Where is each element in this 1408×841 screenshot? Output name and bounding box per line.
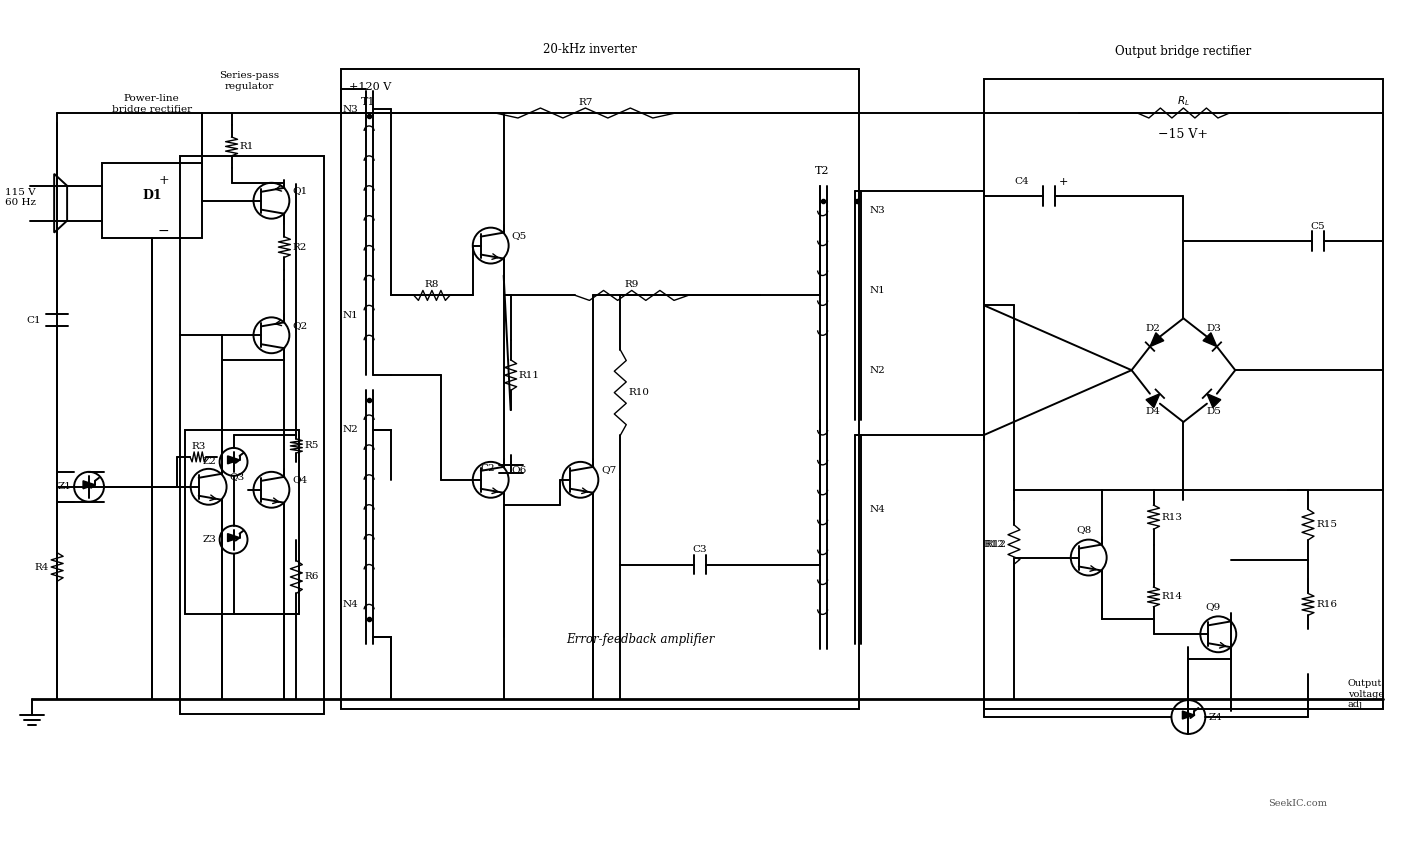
Text: Z2: Z2 [203,458,217,467]
Text: R8: R8 [425,280,439,289]
Text: R5: R5 [304,442,318,451]
Text: +120 V: +120 V [349,82,391,93]
Bar [184,430,300,615]
Text: Q6: Q6 [511,465,527,474]
Text: Q7: Q7 [601,465,617,474]
Polygon shape [1183,711,1194,719]
Text: D3: D3 [1207,324,1221,333]
Text: SeekIC.com: SeekIC.com [1269,799,1328,808]
Bar [984,79,1383,709]
Text: −: − [158,224,169,238]
Polygon shape [1150,333,1164,346]
Text: Z4: Z4 [1208,712,1222,722]
Text: Q9: Q9 [1205,602,1221,611]
Text: C3: C3 [693,545,707,554]
Text: R6: R6 [304,573,318,581]
Text: C2: C2 [480,464,494,473]
Bar [101,163,201,238]
Text: R3: R3 [191,442,206,452]
Polygon shape [1146,394,1160,408]
Text: N2: N2 [342,426,358,435]
Text: R2: R2 [293,242,307,251]
Text: T2: T2 [815,166,829,176]
Text: Q4: Q4 [293,475,307,484]
Text: T1: T1 [360,97,376,107]
Text: R16: R16 [1316,600,1338,609]
Text: R13: R13 [1162,513,1183,521]
Text: Q2: Q2 [293,320,307,330]
Text: $R_L$: $R_L$ [1177,94,1190,108]
Polygon shape [228,456,239,464]
Text: C1: C1 [27,316,41,325]
Text: N1: N1 [870,286,886,295]
Text: +: + [159,174,169,188]
Text: Q3: Q3 [230,473,245,481]
Text: R1: R1 [239,142,253,151]
Text: +: + [1059,177,1069,187]
Text: Output
voltage
adj: Output voltage adj [1347,680,1384,709]
Polygon shape [1207,394,1221,408]
Text: R4: R4 [35,563,49,572]
Text: Series-pass
regulator: Series-pass regulator [220,71,280,91]
Bar [180,156,324,714]
Text: N3: N3 [342,104,358,114]
Text: D2: D2 [1146,324,1160,333]
Bar [341,69,859,709]
Text: R12: R12 [983,540,1004,549]
Text: N1: N1 [342,311,358,320]
Text: Q5: Q5 [511,231,527,241]
Text: Q1: Q1 [293,186,307,195]
Text: N4: N4 [870,505,886,514]
Text: N2: N2 [870,366,886,375]
Polygon shape [83,481,94,489]
Polygon shape [1202,333,1217,346]
Text: D1: D1 [142,189,162,202]
Text: R14: R14 [1162,592,1183,601]
Text: R9: R9 [625,280,639,289]
Text: R11: R11 [518,371,539,379]
Polygon shape [228,534,239,542]
Text: D5: D5 [1207,407,1221,416]
Text: Z1: Z1 [58,482,70,491]
Text: R10: R10 [628,388,649,397]
Text: −15 V+: −15 V+ [1159,129,1208,141]
Text: R15: R15 [1316,520,1338,529]
Text: 115 V
60 Hz: 115 V 60 Hz [4,188,35,208]
Text: 20-kHz inverter: 20-kHz inverter [543,43,638,56]
Text: Error-feedback amplifier: Error-feedback amplifier [566,632,714,646]
Text: R7: R7 [579,98,593,107]
Text: Output bridge rectifier: Output bridge rectifier [1115,45,1252,58]
Text: Q8: Q8 [1076,525,1091,534]
Text: R12: R12 [986,540,1005,549]
Text: Z3: Z3 [203,535,217,544]
Text: D4: D4 [1146,407,1160,416]
Text: N3: N3 [870,206,886,215]
Text: N4: N4 [342,600,358,609]
Text: C5: C5 [1311,222,1325,231]
Text: C4: C4 [1014,177,1029,187]
Text: Power-line
bridge rectifier: Power-line bridge rectifier [111,94,191,114]
